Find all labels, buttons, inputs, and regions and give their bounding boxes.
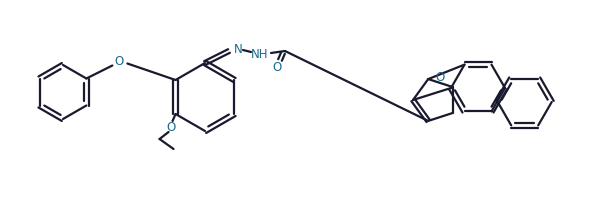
Text: O: O — [166, 121, 175, 134]
Text: N: N — [233, 43, 242, 56]
Text: O: O — [272, 60, 282, 73]
Text: O: O — [115, 55, 124, 68]
Text: O: O — [436, 71, 445, 84]
Text: NH: NH — [251, 47, 269, 60]
